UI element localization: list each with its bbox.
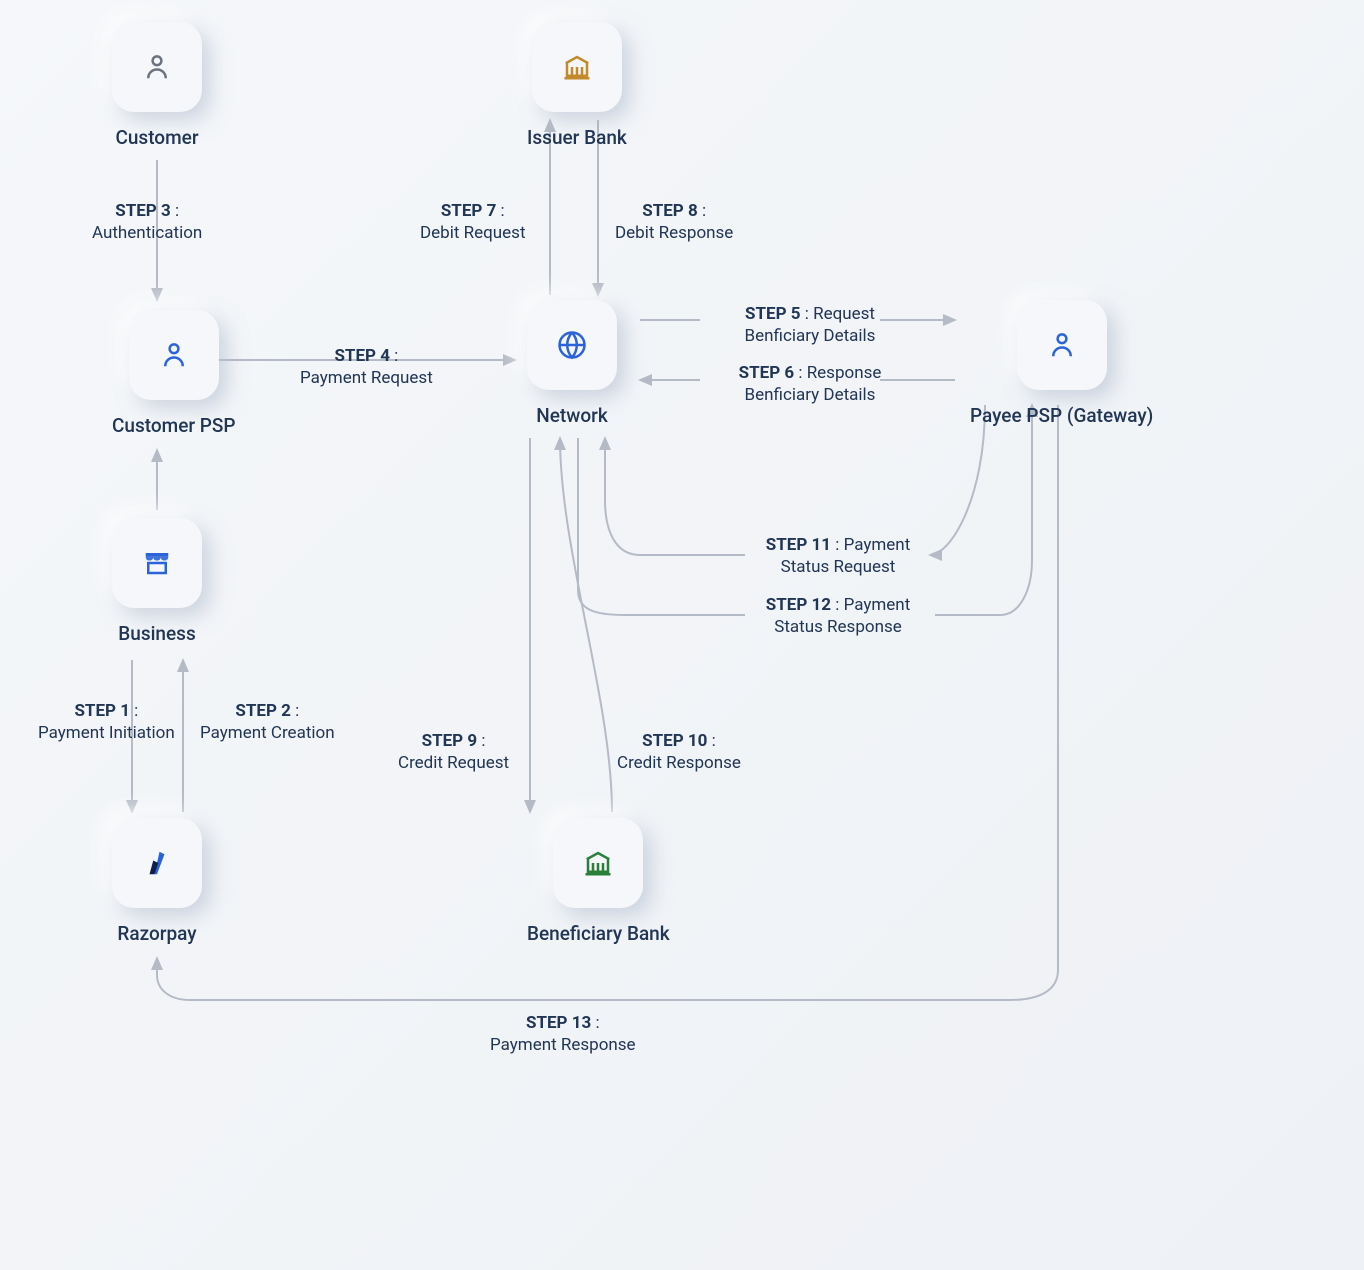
node-business: Business <box>112 518 202 645</box>
person-icon <box>142 52 172 82</box>
node-box <box>112 518 202 608</box>
step-4-label: STEP 4 :Payment Request <box>300 345 433 389</box>
step-10-label: STEP 10 :Credit Response <box>617 730 741 774</box>
step-7-label: STEP 7 :Debit Request <box>420 200 526 244</box>
node-label: Business <box>118 622 196 645</box>
step-13-label: STEP 13 :Payment Response <box>490 1012 636 1056</box>
node-customer: Customer <box>112 22 202 149</box>
step-2-label: STEP 2 :Payment Creation <box>200 700 335 744</box>
node-box <box>112 818 202 908</box>
node-box <box>129 310 219 400</box>
node-payee-psp: Payee PSP (Gateway) <box>970 300 1153 427</box>
node-label: Customer <box>115 126 198 149</box>
node-issuer-bank: Issuer Bank <box>527 22 627 149</box>
globe-icon <box>557 330 587 360</box>
node-label: Network <box>536 404 608 427</box>
person-icon <box>1047 330 1077 360</box>
step-11-label: STEP 11 : Payment Status Request <box>753 534 923 578</box>
node-label: Issuer Bank <box>527 126 627 149</box>
step-9-label: STEP 9 :Credit Request <box>398 730 509 774</box>
flow-arrows <box>0 0 1364 1270</box>
node-razorpay: Razorpay <box>112 818 202 945</box>
node-label: Beneficiary Bank <box>527 922 670 945</box>
node-box <box>553 818 643 908</box>
node-box <box>532 22 622 112</box>
node-box <box>112 22 202 112</box>
node-label: Payee PSP (Gateway) <box>970 404 1153 427</box>
node-label: Razorpay <box>117 922 196 945</box>
bank-icon <box>583 848 613 878</box>
person-icon <box>159 340 189 370</box>
step-12-label: STEP 12 : Payment Status Response <box>753 594 923 638</box>
step-1-label: STEP 1 :Payment Initiation <box>38 700 175 744</box>
node-network: Network <box>527 300 617 427</box>
step-5-label: STEP 5 : Request Benficiary Details <box>730 303 890 347</box>
node-label: Customer PSP <box>112 414 236 437</box>
step-3-label: STEP 3 :Authentication <box>92 200 202 244</box>
step-6-label: STEP 6 : Response Benficiary Details <box>730 362 890 406</box>
step-8-label: STEP 8 :Debit Response <box>615 200 733 244</box>
node-box <box>1017 300 1107 390</box>
razorpay-icon <box>142 848 172 878</box>
node-box <box>527 300 617 390</box>
store-icon <box>142 548 172 578</box>
node-customer-psp: Customer PSP <box>112 310 236 437</box>
bank-icon <box>562 52 592 82</box>
node-beneficiary-bank: Beneficiary Bank <box>527 818 670 945</box>
